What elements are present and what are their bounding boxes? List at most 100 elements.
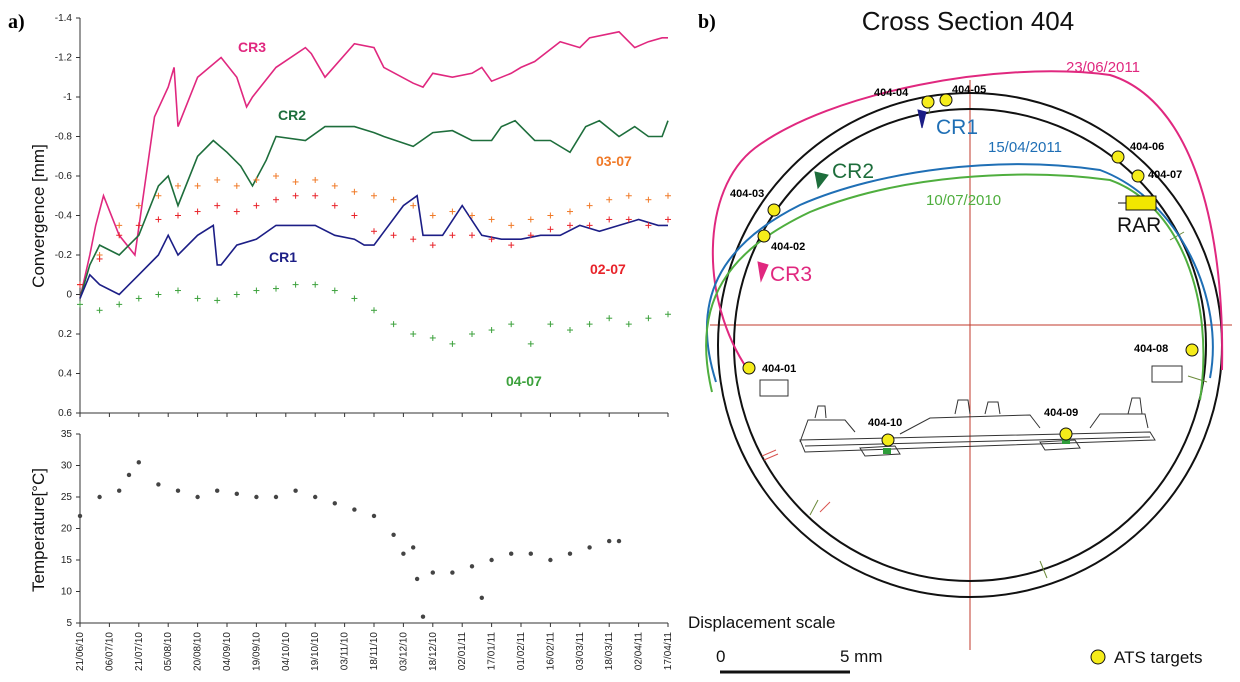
scatter-point-03-07 bbox=[488, 216, 495, 223]
temperature-point bbox=[126, 472, 132, 478]
scatter-point-04-07 bbox=[273, 285, 279, 292]
scatter-point-04-07 bbox=[488, 327, 495, 334]
target-404-03-label: 404-03 bbox=[730, 188, 764, 200]
scatter-point-04-07 bbox=[351, 295, 358, 302]
scatter-point-04-07 bbox=[175, 287, 181, 294]
convergence-y-tick-label: 0.6 bbox=[58, 408, 72, 419]
target-404-10-marker bbox=[881, 433, 895, 447]
scatter-point-03-07 bbox=[214, 176, 221, 183]
scatter-point-02-07 bbox=[371, 228, 377, 235]
x-tick-label: 20/08/10 bbox=[193, 632, 204, 671]
scatter-point-02-07 bbox=[645, 222, 652, 229]
target-404-01-marker bbox=[742, 361, 756, 375]
scatter-point-04-07 bbox=[586, 321, 593, 328]
scatter-point-03-07 bbox=[273, 173, 279, 179]
series-label-03-07: 03-07 bbox=[596, 153, 632, 169]
profile-23-06-2011 bbox=[711, 70, 1224, 371]
series-line-cr1 bbox=[79, 194, 668, 299]
temperature-point bbox=[97, 494, 102, 500]
date-label-15-04-2011: 15/04/2011 bbox=[988, 139, 1062, 156]
target-404-07-marker bbox=[1131, 169, 1145, 183]
temperature-point bbox=[313, 494, 318, 500]
x-tick-label: 06/07/10 bbox=[104, 632, 115, 671]
temperature-point bbox=[411, 545, 416, 550]
x-tick-label: 03/12/10 bbox=[398, 632, 409, 671]
scatter-point-02-07 bbox=[194, 208, 201, 215]
scatter-point-03-07 bbox=[449, 208, 456, 215]
x-tick-label: 17/04/11 bbox=[663, 632, 674, 671]
scatter-point-04-07 bbox=[292, 281, 299, 288]
panel-b-letter: b) bbox=[698, 11, 716, 33]
convergence-y-tick-label: -0.6 bbox=[55, 171, 73, 182]
x-axis-date-ticks: 21/06/10 06/07/10 21/07/10 05/08/10 20/08/10… bbox=[75, 413, 674, 671]
x-tick-label: 04/09/10 bbox=[222, 632, 233, 671]
temperature-point bbox=[175, 488, 181, 493]
scatter-point-02-07 bbox=[606, 216, 613, 223]
scatter-point-04-07 bbox=[331, 287, 338, 294]
scatter-point-02-07 bbox=[292, 192, 299, 199]
x-tick-label: 03/11/10 bbox=[340, 632, 351, 671]
rar-box bbox=[1125, 195, 1157, 211]
panel-a-letter: a) bbox=[8, 11, 25, 33]
convergence-axes bbox=[79, 18, 668, 414]
scatter-point-04-07 bbox=[135, 295, 142, 302]
date-label-10-07-2010: 10/07/2010 bbox=[926, 192, 1001, 209]
target-404-02-marker bbox=[757, 229, 771, 243]
target-404-03-marker bbox=[767, 203, 781, 217]
scatter-point-04-07 bbox=[665, 311, 671, 318]
target-404-06-label: 404-06 bbox=[1130, 141, 1164, 153]
scatter-point-04-07 bbox=[233, 291, 240, 298]
target-404-08-marker bbox=[1185, 343, 1199, 357]
target-404-05-marker bbox=[939, 93, 953, 107]
temperature-y-tick-label: 30 bbox=[61, 461, 73, 472]
scatter-point-03-07 bbox=[194, 182, 201, 189]
scatter-point-03-07 bbox=[253, 176, 260, 183]
scatter-point-02-07 bbox=[214, 202, 221, 209]
series-label-cr1: CR1 bbox=[269, 249, 297, 265]
convergence-y-tick-label: -0.8 bbox=[55, 132, 73, 143]
scatter-point-04-07 bbox=[390, 321, 397, 328]
convergence-y-tick-label: -1.4 bbox=[55, 13, 73, 24]
x-tick-label: 04/10/10 bbox=[281, 632, 292, 671]
temperature-point bbox=[489, 557, 494, 563]
scatter-point-02-07 bbox=[77, 281, 83, 288]
scatter-point-04-07 bbox=[116, 301, 123, 308]
scatter-point-02-07 bbox=[331, 202, 338, 209]
scatter-point-02-07 bbox=[135, 222, 142, 229]
scatter-point-04-07 bbox=[567, 327, 573, 334]
scatter-point-02-07 bbox=[96, 255, 103, 262]
temperature-point bbox=[414, 576, 420, 582]
temperature-point bbox=[391, 532, 396, 537]
temperature-point bbox=[352, 507, 357, 512]
temperature-point bbox=[401, 551, 406, 556]
temperature-point bbox=[528, 551, 533, 556]
scatter-point-02-07 bbox=[253, 202, 260, 209]
cr2-arrow-icon bbox=[814, 171, 829, 190]
x-tick-label: 21/07/10 bbox=[134, 632, 145, 671]
cr3-label: CR3 bbox=[770, 263, 812, 286]
scatter-point-04-07 bbox=[214, 297, 221, 304]
scatter-point-02-07 bbox=[410, 236, 417, 243]
scatter-point-03-07 bbox=[625, 192, 632, 199]
ats-target-legend-icon bbox=[1090, 649, 1106, 665]
target-404-10-label: 404-10 bbox=[868, 417, 902, 429]
cr3-arrow-icon bbox=[757, 261, 769, 283]
temperature-point bbox=[587, 545, 592, 550]
temperature-y-tick-label: 35 bbox=[61, 429, 73, 440]
cr2-label: CR2 bbox=[832, 160, 874, 183]
temperature-points bbox=[77, 460, 622, 619]
temperature-point bbox=[77, 513, 83, 519]
x-tick-label: 19/09/10 bbox=[251, 632, 262, 671]
temperature-point bbox=[420, 614, 426, 619]
scatter-point-02-07 bbox=[665, 216, 671, 223]
track-schematic bbox=[759, 365, 1183, 457]
x-tick-label: 03/03/11 bbox=[575, 632, 586, 671]
displacement-scale-title: Displacement scale bbox=[688, 613, 835, 632]
scatter-point-02-07 bbox=[527, 232, 534, 239]
cross-section-title: Cross Section 404 bbox=[862, 6, 1074, 36]
scatter-point-04-07 bbox=[508, 321, 515, 328]
temperature-point bbox=[450, 570, 455, 575]
cr1-arrow-icon bbox=[917, 109, 927, 129]
temperature-point bbox=[234, 491, 239, 497]
